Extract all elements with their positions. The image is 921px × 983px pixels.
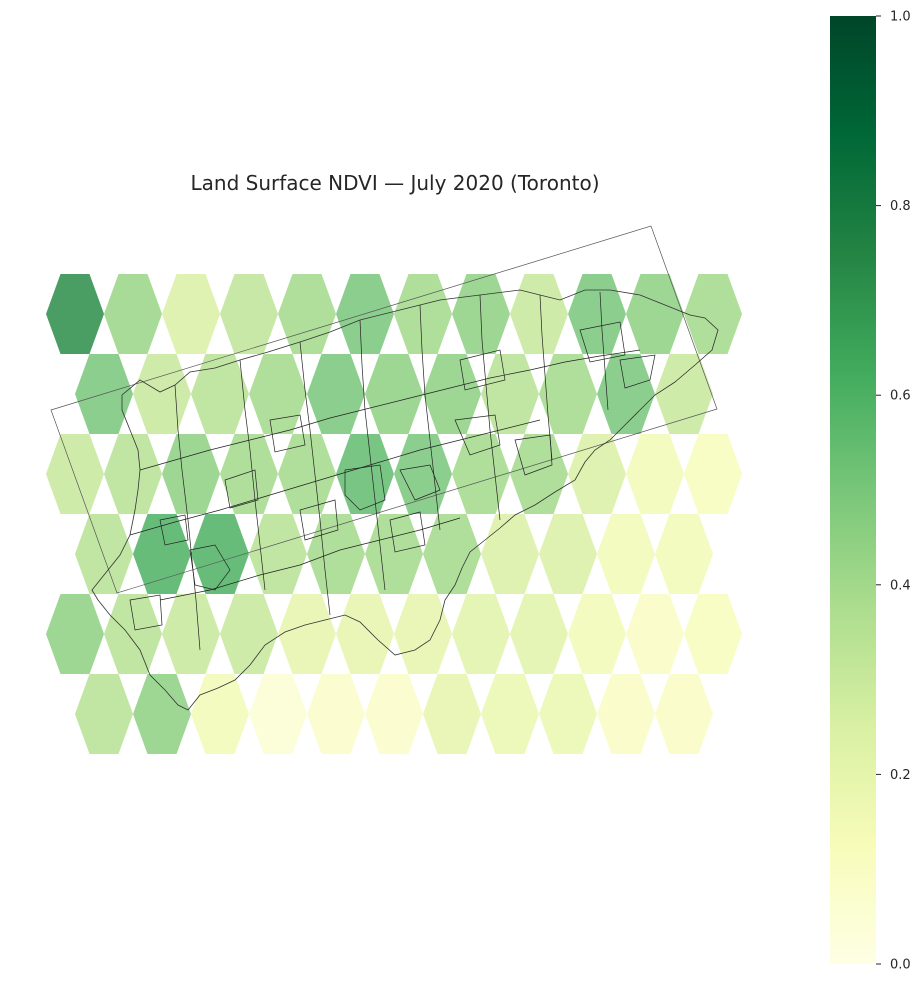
hex-cell — [307, 354, 365, 434]
city-outline — [91, 289, 719, 711]
colorbar-gradient — [830, 16, 876, 964]
hex-cell — [75, 674, 133, 754]
hex-cell — [510, 594, 568, 674]
hex-cell — [568, 434, 626, 514]
hex-cell — [46, 274, 104, 354]
hex-cell — [162, 594, 220, 674]
colorbar: 0.0 0.2 0.4 0.6 0.8 1.0 — [830, 10, 911, 973]
colorbar-tick-label: 0.2 — [890, 768, 911, 783]
hex-cell — [423, 354, 481, 434]
hex-cell — [626, 274, 684, 354]
hex-cell — [365, 514, 423, 594]
hex-cell — [162, 274, 220, 354]
hex-cell — [278, 274, 336, 354]
hex-cell — [539, 354, 597, 434]
hex-cell — [394, 274, 452, 354]
hex-cell — [278, 434, 336, 514]
hex-cell — [684, 434, 742, 514]
colorbar-tick-label: 1.0 — [890, 10, 911, 25]
hex-cell — [191, 674, 249, 754]
hex-cell — [220, 594, 278, 674]
hex-cell — [539, 674, 597, 754]
neighbourhood-lines — [129, 291, 656, 651]
hex-cell — [75, 514, 133, 594]
colorbar-tick-label: 0.0 — [890, 958, 911, 973]
hex-cell — [539, 514, 597, 594]
hex-cell — [249, 354, 307, 434]
hex-cell — [336, 594, 394, 674]
hex-cell — [249, 674, 307, 754]
map-title: Land Surface NDVI — July 2020 (Toronto) — [190, 171, 600, 195]
hex-cell — [220, 274, 278, 354]
hex-cell — [452, 434, 510, 514]
hex-cell — [133, 354, 191, 434]
colorbar-tick-label: 0.4 — [890, 578, 911, 593]
hex-cell — [104, 434, 162, 514]
hex-cell — [133, 674, 191, 754]
hex-cell — [626, 434, 684, 514]
hex-cell — [423, 514, 481, 594]
hex-cell — [394, 434, 452, 514]
hex-cell — [626, 594, 684, 674]
hex-cell — [191, 354, 249, 434]
hex-cell — [162, 434, 220, 514]
hex-cell — [220, 434, 278, 514]
hex-cell — [597, 514, 655, 594]
colorbar-tick-label: 0.8 — [890, 199, 911, 214]
hex-cell — [684, 594, 742, 674]
colorbar-ticks: 0.0 0.2 0.4 0.6 0.8 1.0 — [876, 10, 911, 973]
hex-cell — [336, 434, 394, 514]
hex-cell — [655, 674, 713, 754]
hex-cell — [365, 674, 423, 754]
hex-cell — [568, 274, 626, 354]
hex-cell — [481, 674, 539, 754]
hex-cell — [46, 594, 104, 674]
hex-cell — [510, 274, 568, 354]
study-area-box — [50, 225, 718, 594]
hex-cell — [46, 434, 104, 514]
hex-cell — [452, 594, 510, 674]
hex-cell — [278, 594, 336, 674]
hex-cell — [394, 594, 452, 674]
hex-cell — [655, 514, 713, 594]
hex-cell — [307, 674, 365, 754]
hex-cell — [104, 594, 162, 674]
hex-cell — [568, 594, 626, 674]
hex-cell — [597, 674, 655, 754]
hex-cell — [684, 274, 742, 354]
hex-cell — [133, 514, 191, 594]
hex-cell — [423, 674, 481, 754]
neighbourhood-boundaries — [50, 225, 719, 711]
hexbin-layer — [46, 274, 742, 754]
hex-cell — [597, 354, 655, 434]
hex-cell — [481, 514, 539, 594]
hex-cell — [481, 354, 539, 434]
hex-cell — [655, 354, 713, 434]
hex-cell — [104, 274, 162, 354]
hex-cell — [365, 354, 423, 434]
hex-cell — [510, 434, 568, 514]
colorbar-tick-label: 0.6 — [890, 389, 911, 404]
